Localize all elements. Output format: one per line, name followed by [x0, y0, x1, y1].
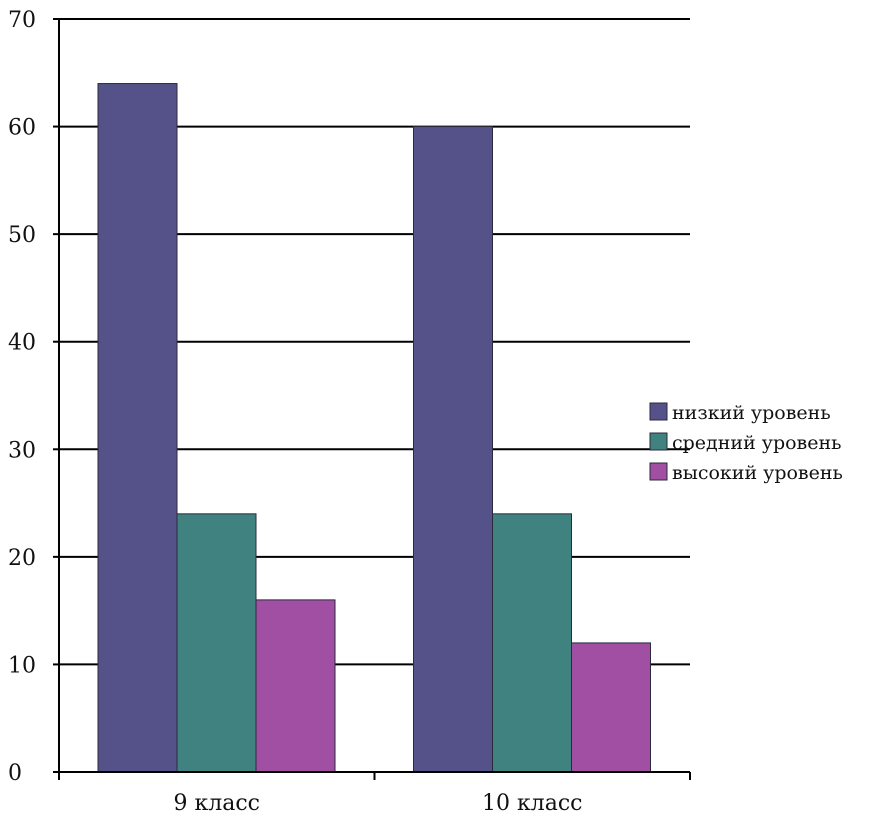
bar-1-2 [413, 126, 493, 773]
axes: 0 10 20 30 40 50 60 70 9 класс 10 класс [8, 8, 691, 816]
y-tick-label: 0 [8, 761, 22, 786]
bars [97, 83, 651, 773]
legend-label: средний уровень [672, 432, 842, 454]
x-tick-label: 10 класс [482, 791, 582, 813]
y-tick-label: 70 [8, 8, 36, 33]
legend-label: низкий уровень [672, 402, 831, 424]
y-tick-label: 30 [8, 438, 36, 463]
y-tick-label: 50 [8, 223, 36, 248]
legend-swatch [649, 402, 668, 421]
legend: низкий уровень средний уровень высокий уро… [649, 402, 843, 484]
x-tick-label: 9 класс [174, 791, 260, 813]
legend-swatch [649, 462, 668, 481]
bar-1-1 [97, 83, 178, 773]
bar-2-2 [492, 513, 572, 773]
y-tick-label: 60 [8, 116, 36, 141]
legend-swatch [649, 432, 668, 451]
y-tick-label: 10 [8, 653, 36, 678]
y-tick-label: 20 [8, 546, 36, 571]
bar-3-2 [571, 642, 651, 773]
bar-3-1 [255, 599, 336, 773]
y-tick-label: 40 [8, 331, 36, 356]
bar-2-1 [176, 513, 257, 773]
legend-label: высокий уровень [672, 462, 843, 484]
